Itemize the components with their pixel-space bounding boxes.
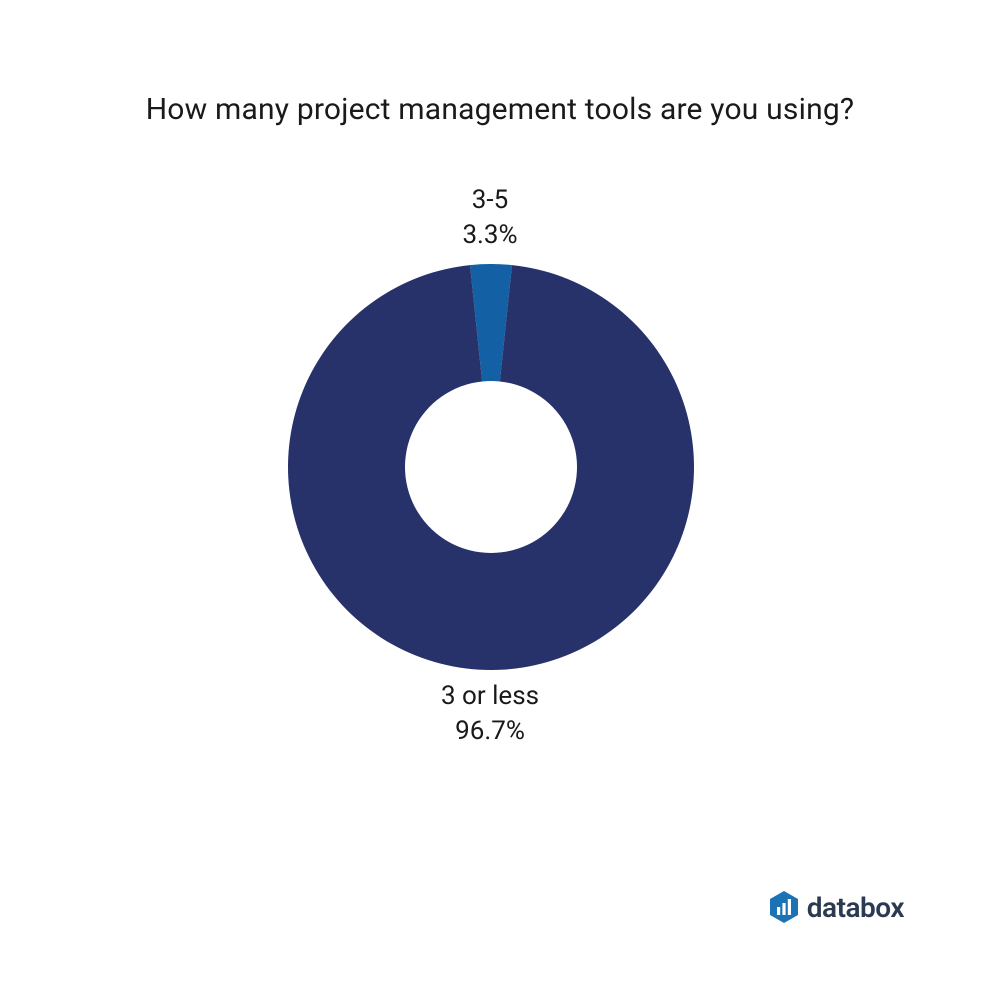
brand-logo: databox xyxy=(769,890,904,924)
brand-name: databox xyxy=(807,891,904,924)
slice-label-bottom-name: 3 or less xyxy=(390,679,590,714)
chart-area: 3-5 3.3% 3 or less 96.7% xyxy=(0,172,1000,812)
chart-title: How many project management tools are yo… xyxy=(0,0,1000,127)
slice-label-bottom: 3 or less 96.7% xyxy=(390,679,590,749)
slice-label-top: 3-5 3.3% xyxy=(400,183,580,253)
slice-label-top-percent: 3.3% xyxy=(400,218,580,253)
slice-label-bottom-percent: 96.7% xyxy=(390,714,590,749)
brand-hexagon-icon xyxy=(769,890,799,924)
donut-chart xyxy=(288,264,694,670)
slice-label-top-name: 3-5 xyxy=(400,183,580,218)
